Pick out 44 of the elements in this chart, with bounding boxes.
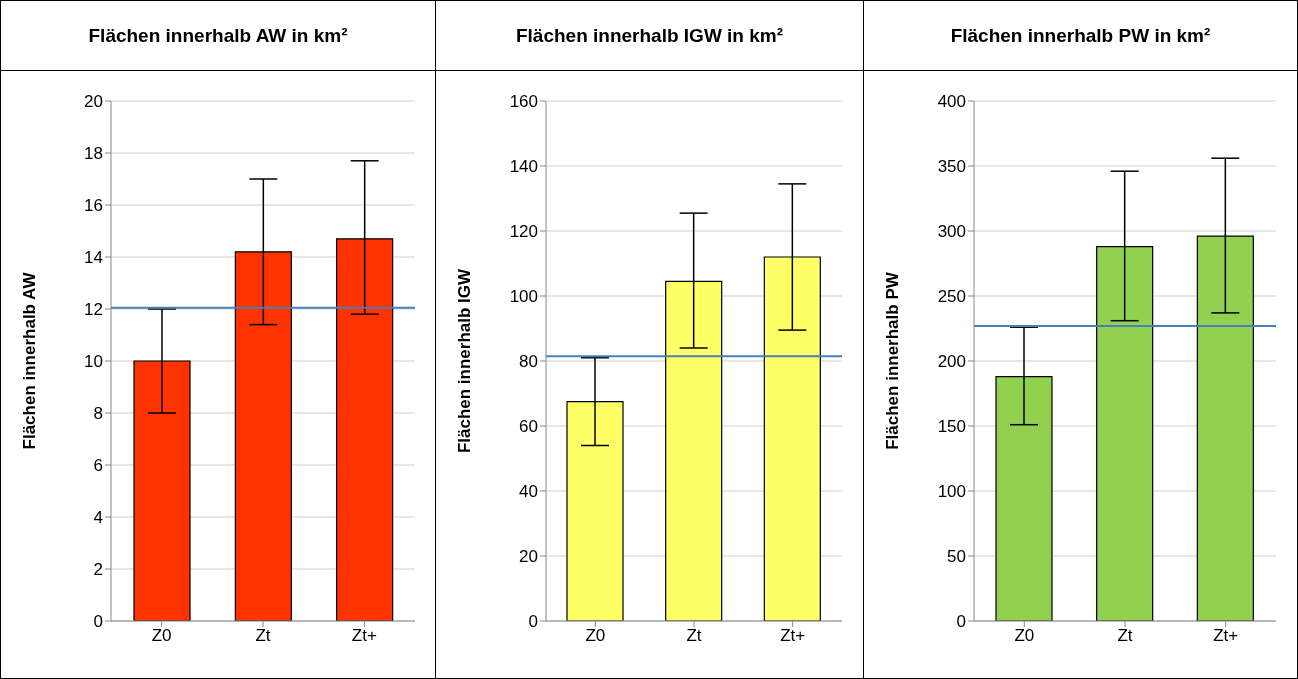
chart-title: Flächen innerhalb AW in km²: [1, 1, 435, 71]
y-tick-label: 100: [937, 482, 966, 502]
x-tick-label: Zt+: [780, 626, 806, 646]
y-tick-label: 120: [509, 222, 538, 242]
y-tick-label: 40: [519, 482, 538, 502]
y-tick-label: 150: [937, 417, 966, 437]
x-tick-label: Z0: [151, 626, 172, 646]
y-tick-label: 0: [528, 612, 538, 632]
y-tick-label: 250: [937, 287, 966, 307]
y-tick-label: 2: [93, 560, 103, 580]
x-tick-label: Z0: [1014, 626, 1035, 646]
y-tick-label: 60: [519, 417, 538, 437]
y-tick-label: 0: [956, 612, 966, 632]
x-tick-label: Zt: [686, 626, 702, 646]
chart-title: Flächen innerhalb IGW in km²: [436, 1, 863, 71]
x-tick-label: Zt: [1117, 626, 1133, 646]
y-tick-label: 80: [519, 352, 538, 372]
y-tick-label: 6: [93, 456, 103, 476]
y-tick-label: 400: [937, 92, 966, 112]
y-tick-label: 10: [84, 352, 103, 372]
y-tick-label: 20: [519, 547, 538, 567]
x-tick-label: Zt+: [1213, 626, 1239, 646]
y-tick-label: 100: [509, 287, 538, 307]
y-tick-label: 8: [93, 404, 103, 424]
y-tick-label: 0: [93, 612, 103, 632]
y-tick-label: 4: [93, 508, 103, 528]
y-tick-label: 50: [947, 547, 966, 567]
y-tick-label: 16: [84, 196, 103, 216]
y-tick-label: 20: [84, 92, 103, 112]
x-tick-label: Zt: [255, 626, 271, 646]
y-tick-label: 12: [84, 300, 103, 320]
y-axis-title: Flächen innerhalb PW: [883, 271, 903, 450]
y-tick-label: 160: [509, 92, 538, 112]
x-tick-label: Z0: [585, 626, 606, 646]
y-tick-label: 350: [937, 157, 966, 177]
y-tick-label: 18: [84, 144, 103, 164]
y-tick-label: 14: [84, 248, 103, 268]
chart-title: Flächen innerhalb PW in km²: [864, 1, 1297, 71]
x-tick-label: Zt+: [351, 626, 377, 646]
y-tick-label: 140: [509, 157, 538, 177]
y-tick-label: 200: [937, 352, 966, 372]
y-tick-label: 300: [937, 222, 966, 242]
y-axis-title: Flächen innerhalb IGW: [455, 267, 475, 454]
y-axis-title: Flächen innerhalb AW: [20, 271, 40, 450]
